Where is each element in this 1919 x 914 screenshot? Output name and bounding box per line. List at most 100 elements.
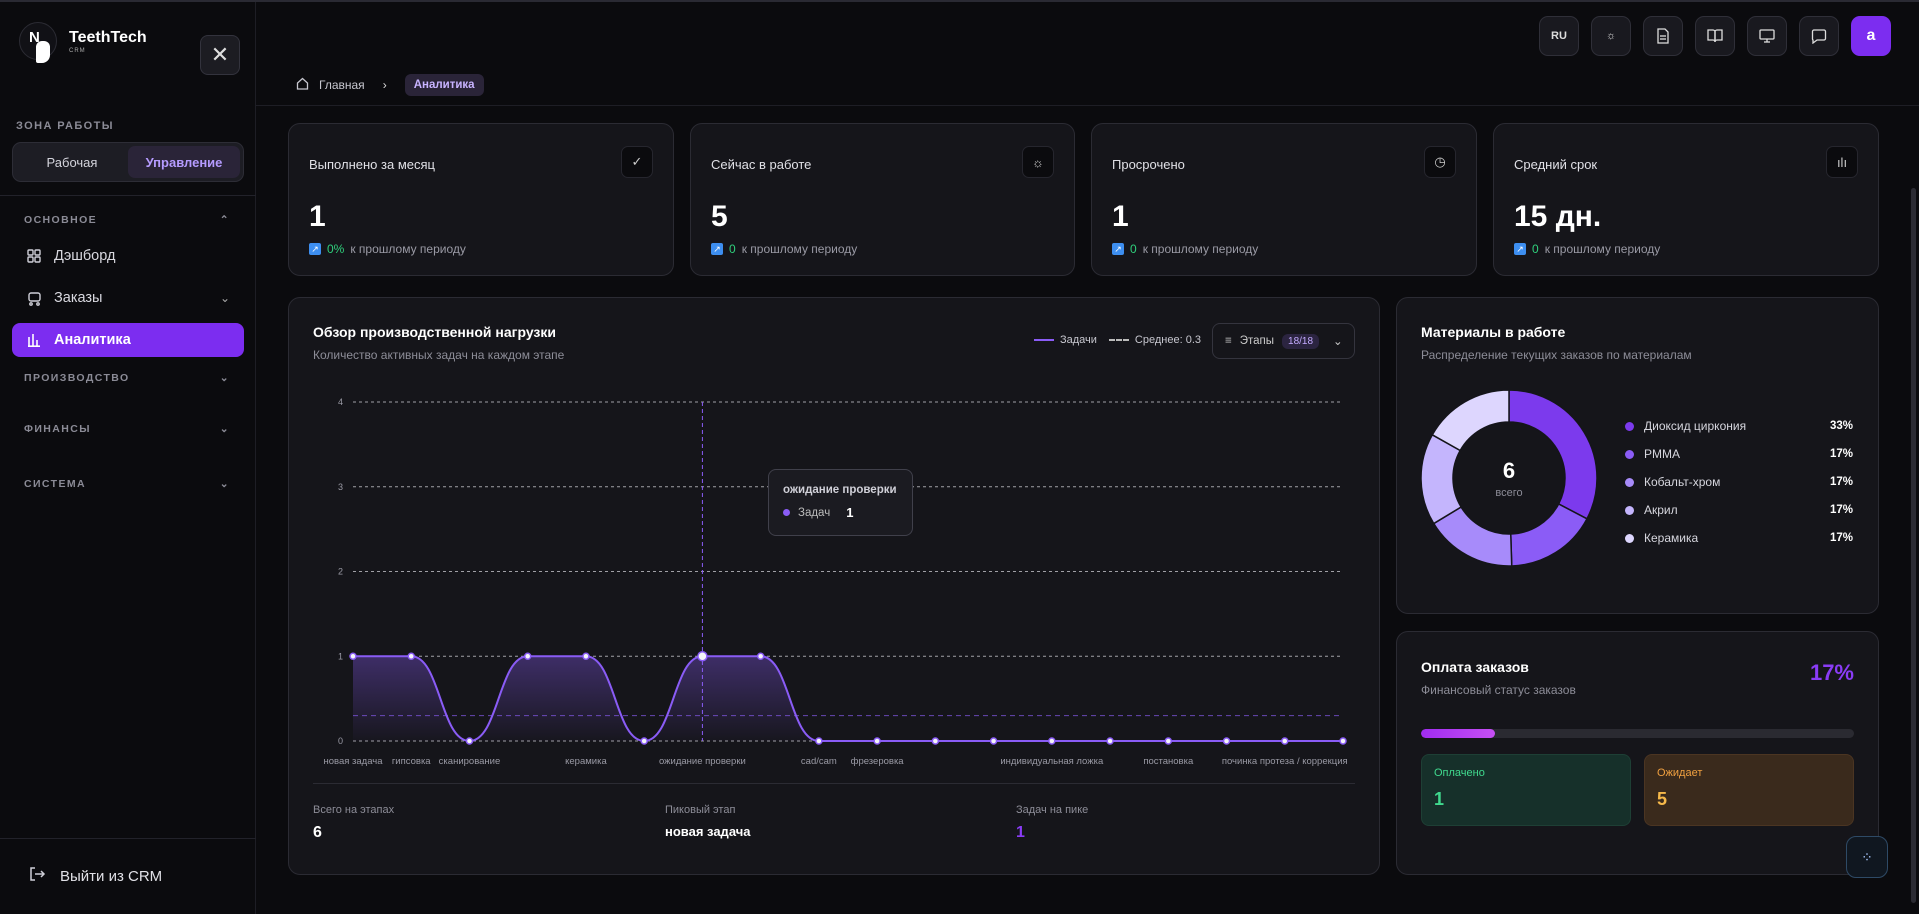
- materials-legend-item: Диоксид циркония 33%: [1625, 412, 1853, 440]
- scrollbar[interactable]: [1911, 188, 1916, 903]
- logout-button[interactable]: Выйти из CRM: [28, 865, 162, 887]
- waiting-value: 5: [1657, 789, 1668, 809]
- material-name: PMMA: [1644, 447, 1680, 461]
- data-point[interactable]: [582, 652, 590, 660]
- book-button[interactable]: [1695, 16, 1735, 56]
- language-button[interactable]: RU: [1539, 16, 1579, 56]
- sidebar-item-label: Аналитика: [54, 332, 131, 348]
- materials-donut-chart[interactable]: [1421, 390, 1597, 566]
- data-point[interactable]: [407, 652, 415, 660]
- kpi-delta-value: 0%: [327, 242, 345, 256]
- data-point[interactable]: [1281, 737, 1289, 745]
- data-point[interactable]: [1164, 737, 1173, 745]
- card-subtitle: Количество активных задач на каждом этап…: [313, 348, 565, 362]
- zone-option-manage[interactable]: Управление: [128, 146, 240, 178]
- close-sidebar-button[interactable]: ✕: [200, 35, 240, 75]
- logo[interactable]: N TeethTech CRM: [19, 22, 147, 63]
- section-main[interactable]: ОСНОВНОЕ ⌃: [24, 214, 230, 226]
- chart-tooltip: ожидание проверки Задач 1: [768, 469, 913, 536]
- zone-option-work[interactable]: Рабочая: [46, 154, 98, 170]
- x-tick-label: индивидуальная ложка: [1000, 756, 1104, 767]
- data-point[interactable]: [931, 737, 940, 745]
- stat-total: Всего на этапах 6: [313, 804, 394, 842]
- chevron-right-icon: ›: [382, 78, 387, 92]
- material-percent: 17%: [1829, 476, 1853, 488]
- waiting-label: Ожидает: [1657, 767, 1703, 779]
- breadcrumb-home[interactable]: Главная: [319, 78, 365, 92]
- close-icon: ✕: [210, 42, 230, 67]
- x-tick-label: новая задача: [323, 756, 383, 767]
- section-finance-label: ФИНАНСЫ: [24, 423, 91, 435]
- data-point[interactable]: [815, 737, 823, 745]
- donut-slice[interactable]: [1508, 390, 1597, 520]
- paid-label: Оплачено: [1434, 767, 1485, 779]
- load-line-chart[interactable]: 0 1 2 3 4 новая задача гипсовка сканирование кер…: [289, 298, 1381, 778]
- data-point[interactable]: [873, 737, 881, 745]
- data-point[interactable]: [989, 737, 998, 745]
- cart-icon: [26, 290, 42, 306]
- sun-icon: ☼: [1605, 30, 1617, 42]
- card-title: Оплата заказов: [1421, 659, 1529, 675]
- chat-button[interactable]: [1799, 16, 1839, 56]
- sidebar-item-orders[interactable]: Заказы ⌄: [12, 281, 244, 315]
- kpi-delta-text: к прошлому периоду: [741, 242, 858, 256]
- sidebar-item-dashboard[interactable]: Дэшборд: [12, 239, 244, 273]
- section-production-label: ПРОИЗВОДСТВО: [24, 372, 130, 384]
- kpi-delta-value: 0: [729, 242, 736, 256]
- data-point[interactable]: [640, 737, 648, 745]
- data-point[interactable]: [697, 651, 708, 662]
- document-button[interactable]: [1643, 16, 1683, 56]
- x-tick-label: ожидание проверки: [659, 756, 746, 767]
- section-system[interactable]: СИСТЕМА ⌄: [24, 478, 230, 490]
- materials-legend-item: Кобальт-хром 17%: [1625, 468, 1853, 496]
- section-production[interactable]: ПРОИЗВОДСТВО ⌄: [24, 372, 230, 384]
- data-point[interactable]: [465, 737, 474, 745]
- legend-dot: [1625, 421, 1634, 431]
- kpi-delta-text: к прошлому периоду: [350, 242, 466, 256]
- data-point[interactable]: [1339, 737, 1347, 745]
- chevron-down-icon: ⌄: [1333, 336, 1343, 348]
- trend-up-icon: ↗: [1112, 243, 1124, 255]
- stages-badge: 18/18: [1282, 333, 1320, 349]
- home-icon: [296, 77, 309, 93]
- series-line-tasks: [353, 655, 1343, 743]
- legend-tasks: Задачи: [1033, 334, 1097, 346]
- x-tick-label: фрезеровка: [851, 756, 905, 767]
- chart-legend: Задачи Среднее: 0.3: [1033, 334, 1201, 346]
- x-tick-label: cad/cam: [801, 756, 837, 767]
- zone-label: ЗОНА РАБОТЫ: [16, 120, 114, 132]
- data-point[interactable]: [349, 652, 357, 660]
- legend-dot: [1625, 477, 1634, 487]
- monitor-icon: [1759, 29, 1775, 43]
- paid-value: 1: [1434, 789, 1445, 809]
- stages-filter-button[interactable]: ≡ Этапы 18/18 ⌄: [1212, 323, 1355, 359]
- theme-toggle-button[interactable]: ☼: [1591, 16, 1631, 56]
- x-tick-label: керамика: [565, 756, 607, 767]
- dots-grid-icon: ⁘: [1861, 848, 1873, 865]
- data-point[interactable]: [1048, 737, 1056, 745]
- trend-up-icon: ↗: [711, 243, 723, 255]
- donut-slice[interactable]: [1431, 390, 1510, 452]
- materials-legend-item: Керамика 17%: [1625, 524, 1853, 552]
- section-finance[interactable]: ФИНАНСЫ ⌄: [24, 423, 230, 435]
- stat-label: Всего на этапах: [313, 804, 395, 816]
- data-point[interactable]: [1222, 737, 1231, 745]
- monitor-button[interactable]: [1747, 16, 1787, 56]
- data-point[interactable]: [756, 652, 765, 660]
- sidebar-item-analytics[interactable]: Аналитика: [12, 323, 244, 357]
- y-tick-label: 3: [338, 482, 343, 492]
- data-point[interactable]: [523, 652, 532, 660]
- card-title: Материалы в работе: [1421, 324, 1566, 340]
- paid-box: Оплачено 1: [1421, 754, 1631, 826]
- card-title: Обзор производственной нагрузки: [313, 324, 556, 340]
- widgets-button[interactable]: ⁘: [1846, 836, 1888, 878]
- material-percent: 17%: [1829, 532, 1853, 544]
- app-name: TeethTech: [69, 28, 147, 46]
- payments-card: Оплата заказов Финансовый статус заказов…: [1396, 631, 1879, 875]
- y-tick-label: 0: [338, 736, 343, 746]
- tooltip-title: ожидание проверки: [783, 484, 897, 496]
- material-name: Акрил: [1644, 503, 1678, 517]
- data-point[interactable]: [1106, 737, 1114, 745]
- top-actions: RU ☼ a: [1539, 16, 1891, 56]
- avatar[interactable]: a: [1851, 16, 1891, 56]
